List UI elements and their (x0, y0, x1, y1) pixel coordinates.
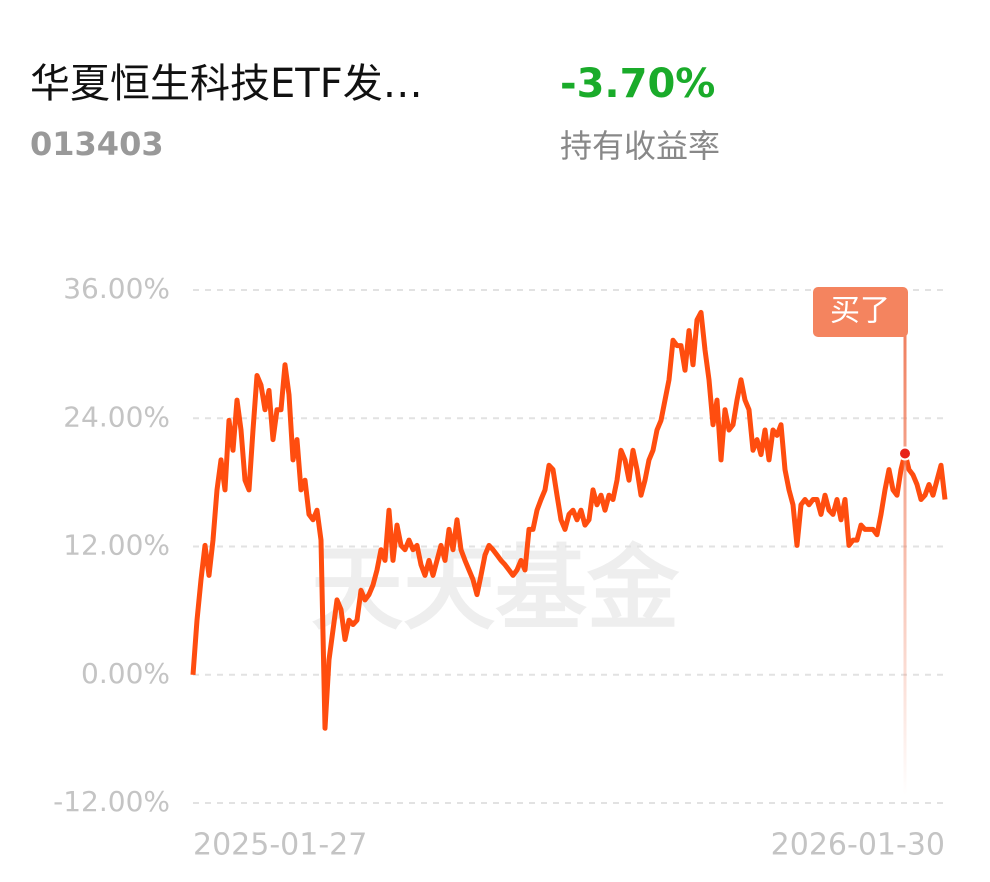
series-line (190, 309, 948, 731)
buy-point (898, 446, 912, 461)
y-tick-label: 36.00% (63, 272, 170, 305)
return-value: -3.70% (560, 61, 715, 107)
return-label: 持有收益率 (560, 127, 720, 165)
buy-tag-label: 买了 (830, 294, 890, 329)
y-tick-label: 0.00% (81, 657, 170, 690)
fund-code: 013403 (30, 125, 164, 163)
y-tick-label: -12.00% (53, 785, 170, 818)
y-tick-label: 24.00% (63, 400, 170, 433)
buy-line (903, 335, 907, 795)
y-tick-label: 12.00% (63, 529, 170, 562)
x-tick-label: 2026-01-30 (771, 828, 945, 863)
buy-tag (813, 287, 908, 337)
x-tick-label: 2025-01-27 (193, 828, 367, 863)
fund-title: 华夏恒生科技ETF发… (30, 61, 423, 107)
